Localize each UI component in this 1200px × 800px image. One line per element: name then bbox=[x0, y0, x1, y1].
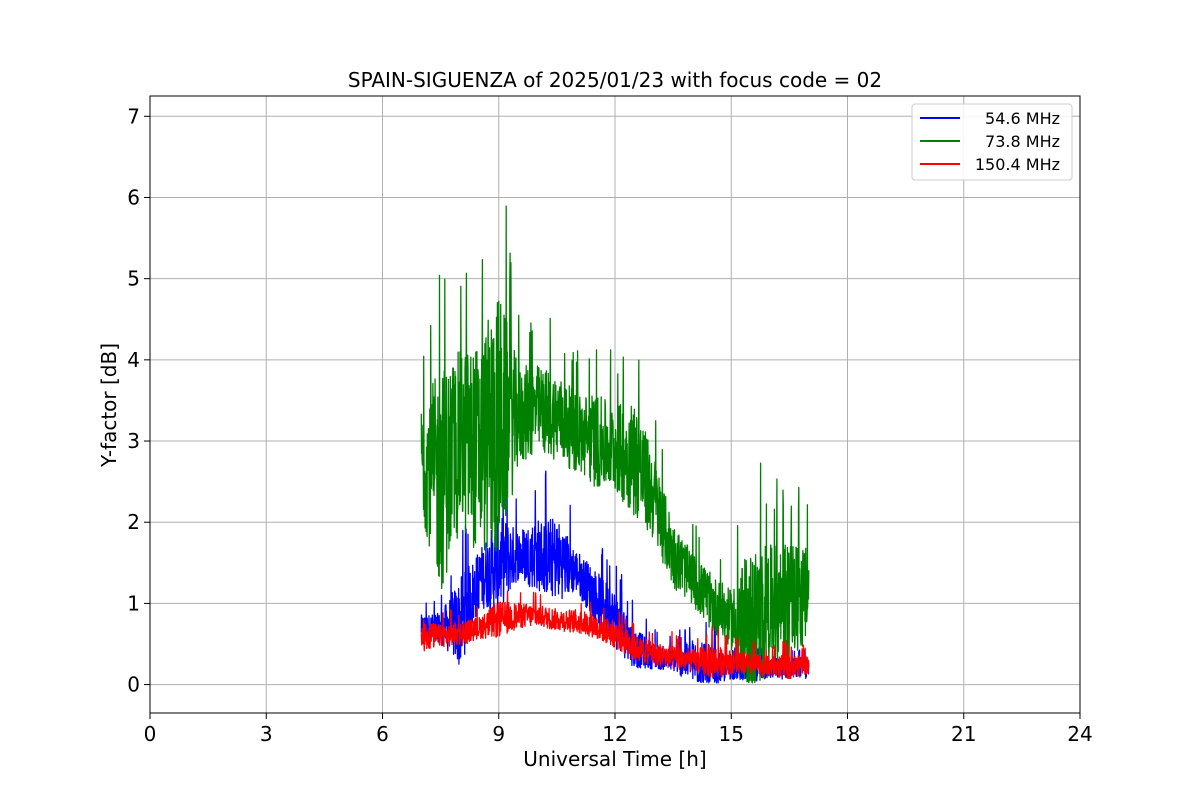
x-tick-label: 0 bbox=[144, 722, 157, 746]
y-tick-label: 5 bbox=[127, 267, 140, 291]
y-tick-label: 0 bbox=[127, 673, 140, 697]
x-axis-label: Universal Time [h] bbox=[523, 747, 706, 771]
x-tick-label: 3 bbox=[260, 722, 273, 746]
y-tick-label: 3 bbox=[127, 429, 140, 453]
y-tick-label: 1 bbox=[127, 591, 140, 615]
x-tick-label: 15 bbox=[719, 722, 744, 746]
x-tick-label: 21 bbox=[951, 722, 976, 746]
plot-area bbox=[420, 205, 810, 684]
chart-title: SPAIN-SIGUENZA of 2025/01/23 with focus … bbox=[348, 68, 882, 92]
x-tick-label: 18 bbox=[835, 722, 860, 746]
y-tick-label: 2 bbox=[127, 510, 140, 534]
legend-label-2: 73.8 MHz bbox=[985, 132, 1060, 151]
legend: 54.6 MHz 73.8 MHz 150.4 MHz bbox=[911, 103, 1073, 181]
legend-label-3: 150.4 MHz bbox=[975, 155, 1060, 174]
x-tick-label: 24 bbox=[1067, 722, 1092, 746]
x-tick-label: 12 bbox=[602, 722, 627, 746]
y-tick-label: 6 bbox=[127, 185, 140, 209]
y-tick-label: 4 bbox=[127, 348, 140, 372]
x-tick-label: 6 bbox=[376, 722, 389, 746]
y-tick-label: 7 bbox=[127, 104, 140, 128]
legend-box bbox=[911, 103, 1073, 181]
legend-label-1: 54.6 MHz bbox=[985, 109, 1060, 128]
y-axis-label: Y-factor [dB] bbox=[97, 343, 121, 468]
series-line-3 bbox=[420, 590, 810, 680]
series-line-2 bbox=[420, 205, 810, 684]
x-tick-label: 9 bbox=[492, 722, 505, 746]
